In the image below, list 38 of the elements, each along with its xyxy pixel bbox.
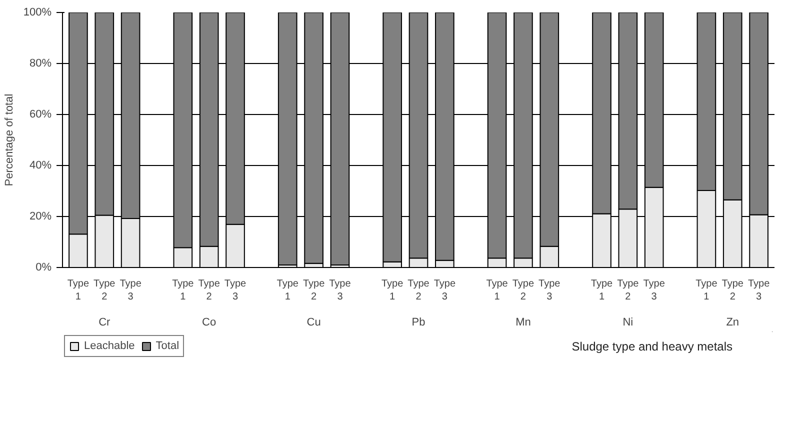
text: Cu (306, 316, 321, 328)
y-axis-title: Percentage of total (3, 94, 16, 186)
y-tick-label: 40% (29, 160, 52, 172)
text: Ni (622, 316, 634, 328)
x-tick-label: Type 3 (538, 278, 561, 303)
x-tick-label: Type 2 (722, 278, 744, 303)
legend-label: Total (156, 340, 180, 352)
x-tick-label: Type 3 (120, 278, 142, 303)
x-tick-label: Type 2 (617, 278, 640, 303)
x-tick-label: Type 3 (329, 278, 352, 303)
x-tick-label: Type 3 (434, 278, 456, 303)
x-tick-label: Type 1 (381, 278, 404, 303)
x-tick-label: Type 1 (486, 278, 508, 303)
y-tick-label: 80% (29, 58, 52, 70)
text: Cr (98, 316, 111, 328)
x-tick-label: Type 1 (696, 278, 718, 303)
text: Pb (412, 316, 426, 328)
x-axis-title: Sludge type and heavy metals (572, 340, 733, 354)
y-tick-label: 0% (36, 262, 52, 274)
text: Co (202, 316, 216, 328)
x-tick-label: Type 3 (643, 278, 666, 303)
legend-label: Leachable (84, 340, 135, 352)
x-tick-label: Type 1 (590, 278, 614, 303)
text: Zn (726, 316, 740, 328)
text: Mn (516, 316, 531, 328)
x-tick-label: Type 2 (408, 278, 430, 303)
x-tick-label: Type 2 (302, 278, 326, 303)
x-tick-label: Type 3 (224, 278, 247, 303)
x-tick-label: Type 2 (512, 278, 534, 303)
x-tick-label: Type 2 (198, 278, 220, 303)
x-tick-label: Type 2 (94, 278, 116, 303)
y-tick-label: 20% (29, 210, 52, 222)
x-tick-label: Type 1 (67, 278, 90, 303)
y-tick-label: 100% (23, 6, 52, 18)
x-tick-label: Type 1 (172, 278, 194, 303)
y-tick-label: 60% (29, 108, 52, 120)
x-tick-label: Type 1 (276, 278, 299, 303)
x-tick-label: Type 3 (748, 278, 770, 303)
